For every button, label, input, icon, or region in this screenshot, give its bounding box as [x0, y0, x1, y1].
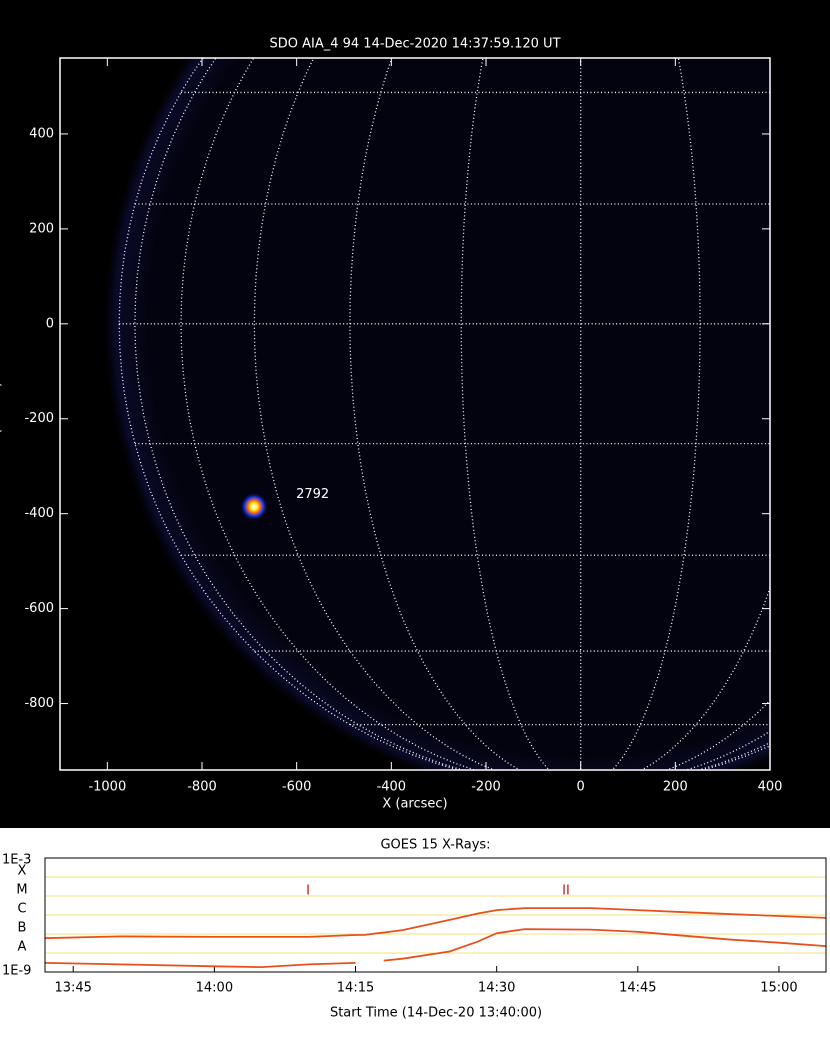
flux-line	[44, 928, 827, 969]
y-tick-label: -400	[24, 506, 54, 521]
region-label: 2792	[296, 487, 329, 502]
phase-label: I	[306, 884, 310, 899]
x-tick-label: 14:00	[196, 981, 233, 996]
y-tick-label: A	[18, 940, 27, 955]
y-tick-label: -800	[24, 696, 54, 711]
x-tick-label: 400	[758, 780, 783, 795]
y-tick-label: 200	[29, 221, 54, 236]
longitude-line	[349, 58, 521, 770]
y-tick-label: 1E-9	[2, 964, 31, 979]
x-tick-label: -200	[471, 780, 501, 795]
y-tick-label: 1E-3	[2, 853, 31, 868]
y-tick-label: B	[18, 921, 27, 936]
x-tick-label: 13:45	[54, 981, 91, 996]
x-axis-label: X (arcsec)	[382, 797, 447, 812]
solar-image: 2792 SDO AIA_4 94 14-Dec-2020 14:37:59.12…	[0, 37, 783, 812]
x-tick-label: -1000	[88, 780, 126, 795]
y-tick-label: -600	[24, 601, 54, 616]
flare-source	[240, 492, 269, 521]
x-tick-label: 14:30	[478, 981, 515, 996]
x-tick-label: -800	[187, 780, 217, 795]
x-tick-label: -400	[377, 780, 407, 795]
x-tick-label: 14:15	[337, 981, 374, 996]
x-tick-label: 0	[577, 780, 585, 795]
x-tick-label: 14:45	[619, 981, 656, 996]
longitude-line	[118, 58, 461, 770]
plot-frame	[59, 57, 771, 771]
y-tick-label: 0	[46, 316, 54, 331]
y-tick-label: -200	[24, 411, 54, 426]
flux-line	[44, 907, 827, 940]
longitude-line	[611, 58, 701, 770]
x-tick-label: 15:00	[760, 981, 797, 996]
chart-title: SDO AIA_4 94 14-Dec-2020 14:37:59.120 UT	[269, 37, 560, 52]
chart-title: GOES 15 X-Rays:	[380, 838, 490, 853]
x-tick-label: 200	[663, 780, 688, 795]
y-tick-label: C	[17, 902, 26, 917]
y-tick-label: 400	[29, 126, 54, 141]
y-tick-label: X	[18, 864, 27, 879]
x-axis-label: Start Time (14-Dec-20 13:40:00)	[330, 1006, 542, 1021]
phase-label: II	[562, 884, 570, 899]
longitude-line	[460, 58, 550, 770]
solar-disk	[100, 58, 770, 770]
y-tick-label: M	[16, 883, 27, 898]
y-axis-label: Y (arcsec)	[0, 382, 4, 447]
plot-frame	[44, 857, 827, 973]
x-tick-label: -600	[282, 780, 312, 795]
plot-area	[100, 58, 770, 770]
